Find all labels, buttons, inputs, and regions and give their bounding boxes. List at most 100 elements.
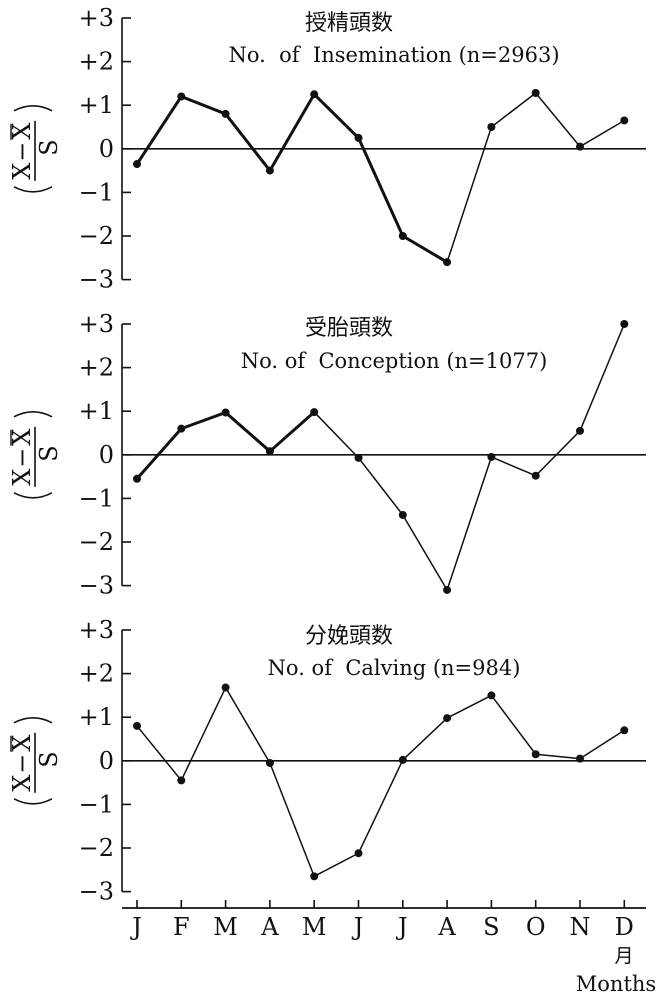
series-segment (446, 456, 493, 591)
series-segment (313, 411, 360, 459)
data-point (576, 754, 584, 763)
series-segment (180, 686, 227, 782)
data-point (221, 109, 230, 118)
data-point (487, 452, 496, 461)
series-segment (402, 717, 448, 761)
series-segment (490, 92, 537, 128)
series-segment (402, 514, 448, 591)
y-tick-label: 0 (99, 747, 114, 775)
y-tick-label: −3 (79, 572, 114, 600)
x-tick-label: A (260, 913, 279, 941)
y-tick-label: −1 (79, 790, 114, 818)
series-segment (268, 410, 316, 453)
x-tick-label: A (437, 913, 456, 941)
y-tick-label: +2 (79, 660, 114, 688)
series-segment (269, 762, 315, 878)
y-label-paren-right (13, 717, 53, 724)
series-segment (534, 753, 581, 760)
data-point (531, 88, 540, 97)
data-point (310, 408, 319, 417)
y-label-s: S (35, 139, 63, 155)
data-point (354, 453, 363, 462)
series-segment (534, 430, 581, 477)
y-label-paren-right (13, 105, 53, 112)
y-tick-label: +3 (79, 310, 114, 338)
data-point (620, 116, 629, 125)
data-point (398, 510, 407, 519)
y-tick-label: 0 (99, 441, 114, 469)
series-segment (446, 126, 493, 263)
panel-title-en: No. of Conception (n=1077) (241, 349, 548, 373)
x-tick-label: M (213, 913, 238, 941)
data-point (265, 166, 274, 175)
y-label-xbar: X (8, 429, 36, 446)
series-segment (490, 456, 537, 477)
y-axis-label: X−XS (8, 411, 63, 499)
series-segment (135, 427, 183, 481)
data-point (177, 776, 186, 785)
data-point (221, 683, 230, 692)
series-segment (224, 411, 272, 453)
data-point (354, 849, 363, 858)
y-tick-label: +1 (79, 703, 114, 731)
x-tick-label: N (570, 913, 591, 941)
y-label-x: X (8, 775, 36, 792)
panel-title-jp: 受胎頭数 (305, 316, 393, 341)
panel-title-en: No. of Insemination (n=2963) (228, 43, 559, 67)
data-point (531, 750, 540, 759)
data-point (443, 714, 452, 723)
y-label-s: S (35, 445, 63, 461)
x-tick-label: D (615, 913, 634, 941)
x-tick-label: S (483, 913, 499, 941)
series-segment (268, 92, 316, 173)
y-label-minus: − (8, 142, 36, 162)
x-unit-jp: 月 (614, 945, 633, 967)
x-tick-label: J (129, 913, 142, 941)
y-axis-label: X−XS (8, 717, 63, 805)
data-point (443, 585, 452, 594)
series-segment (179, 411, 228, 431)
data-point (398, 755, 407, 764)
data-point (265, 758, 274, 767)
panel-title-jp: 授精頭数 (305, 11, 393, 36)
x-tick-label: J (351, 913, 364, 941)
y-tick-label: −3 (79, 266, 114, 294)
y-label-x: X (8, 469, 36, 486)
data-point (133, 160, 141, 169)
data-point (133, 721, 141, 730)
y-tick-label: −3 (79, 878, 114, 906)
y-tick-label: −1 (79, 484, 114, 512)
y-tick-label: +2 (79, 354, 114, 382)
y-tick-label: +1 (79, 91, 114, 119)
series-segment (224, 112, 272, 173)
series-segment (312, 92, 360, 140)
y-label-paren-left (13, 492, 53, 499)
x-tick-label: F (173, 913, 190, 941)
y-tick-label: −2 (79, 222, 114, 250)
data-point (310, 90, 319, 99)
y-label-paren-left (13, 798, 53, 805)
y-axis-label: X−XS (8, 105, 63, 193)
y-label-xbar: X (8, 123, 36, 140)
y-label-minus: − (8, 448, 36, 468)
series-segment (579, 323, 626, 432)
series-segment (135, 94, 183, 166)
series-segment (357, 457, 404, 516)
series-segment (446, 694, 493, 719)
y-label-x: X (8, 163, 36, 180)
x-tick-label: O (526, 913, 546, 941)
y-tick-label: +1 (79, 397, 114, 425)
y-tick-label: 0 (99, 135, 114, 163)
y-tick-label: −1 (79, 178, 114, 206)
y-tick-label: +3 (79, 4, 114, 32)
y-label-minus: − (8, 754, 36, 774)
data-point (487, 123, 496, 131)
y-label-s: S (35, 751, 63, 767)
data-point (398, 232, 407, 240)
y-tick-label: −2 (79, 834, 114, 862)
y-tick-label: −2 (79, 528, 114, 556)
series-segment (136, 725, 183, 782)
